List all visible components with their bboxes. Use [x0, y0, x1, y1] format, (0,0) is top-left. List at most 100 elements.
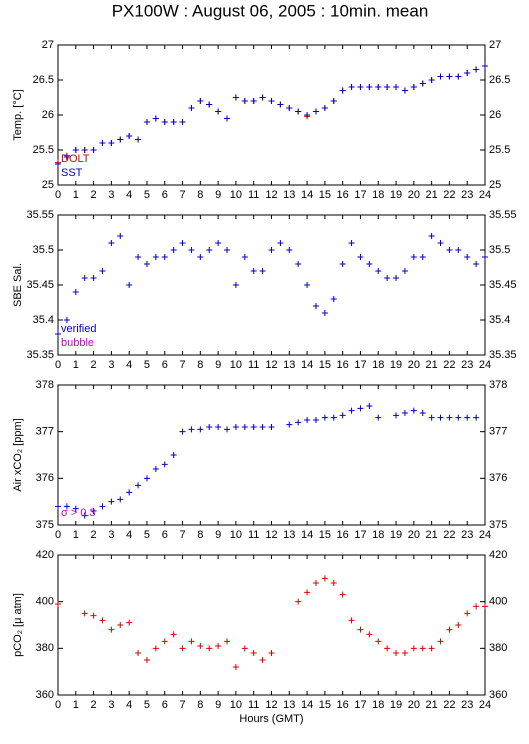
x-tick-label: 10 [230, 189, 242, 201]
y-axis-label: Temp. [°C] [12, 89, 24, 140]
x-tick-label: 9 [215, 359, 221, 371]
data-point [446, 414, 453, 421]
data-point [295, 261, 302, 267]
data-point [224, 115, 231, 122]
data-point [330, 98, 337, 104]
data-point [473, 261, 480, 267]
y-tick-label: 400 [36, 596, 54, 608]
data-point [357, 254, 364, 260]
data-point [197, 98, 204, 104]
data-point [321, 310, 328, 316]
data-point [161, 254, 168, 260]
x-tick-label: 0 [55, 189, 61, 201]
x-tick-label: 14 [301, 699, 313, 711]
y-tick-label: 35.35 [26, 349, 54, 361]
data-point [55, 331, 61, 337]
data-point [241, 254, 248, 260]
data-point [135, 482, 142, 489]
x-tick-label: 24 [479, 359, 491, 371]
data-point [55, 601, 61, 607]
x-axis-label: Hours (GMT) [239, 713, 303, 725]
x-tick-label: 20 [408, 529, 420, 541]
x-tick-label: 15 [319, 529, 331, 541]
y-tick-label: 376 [36, 472, 54, 484]
y2-tick-label: 26 [489, 109, 501, 121]
x-tick-label: 19 [390, 359, 402, 371]
x-tick-label: 8 [197, 699, 203, 711]
legend-label: verified [61, 323, 96, 335]
x-tick-label: 6 [162, 529, 168, 541]
data-point [286, 421, 293, 428]
annotation: bubble [61, 337, 94, 349]
x-tick-label: 21 [426, 699, 438, 711]
x-tick-label: 6 [162, 359, 168, 371]
data-point [428, 233, 435, 239]
data-point [170, 247, 177, 253]
data-point [295, 598, 302, 605]
data-point [304, 112, 311, 118]
x-tick-label: 7 [179, 529, 185, 541]
data-point [135, 136, 142, 143]
data-point [419, 254, 426, 260]
data-point [99, 503, 106, 510]
data-point [401, 410, 408, 416]
x-tick-label: 19 [390, 529, 402, 541]
x-tick-label: 17 [354, 529, 366, 541]
y2-tick-label: 35.55 [489, 209, 517, 221]
data-point [482, 63, 488, 69]
y-tick-label: 35.4 [33, 314, 54, 326]
data-point [437, 414, 444, 421]
x-tick-label: 22 [443, 529, 455, 541]
x-tick-label: 23 [461, 529, 473, 541]
data-point [99, 617, 106, 624]
x-tick-label: 1 [73, 359, 79, 371]
x-tick-label: 24 [479, 699, 491, 711]
data-point [268, 98, 275, 104]
data-point [126, 619, 133, 626]
data-point [428, 77, 435, 83]
x-tick-label: 5 [144, 699, 150, 711]
data-point [482, 254, 488, 260]
data-point [312, 108, 319, 115]
x-tick-label: 15 [319, 189, 331, 201]
x-tick-label: 23 [461, 189, 473, 201]
data-point [126, 489, 133, 496]
y2-tick-label: 360 [489, 689, 507, 701]
data-point [312, 417, 319, 423]
x-tick-label: 13 [283, 529, 295, 541]
y-axis-label: SBE Sal. [12, 263, 24, 307]
data-point [366, 84, 373, 90]
y2-tick-label: 27 [489, 39, 501, 51]
x-tick-label: 21 [426, 359, 438, 371]
data-point [188, 426, 195, 433]
x-tick-label: 5 [144, 529, 150, 541]
y-tick-label: 360 [36, 689, 54, 701]
data-point [446, 73, 453, 80]
x-tick-label: 20 [408, 699, 420, 711]
data-point [152, 466, 159, 472]
data-point [215, 108, 222, 115]
data-point [393, 412, 400, 419]
x-tick-label: 15 [319, 699, 331, 711]
data-point [401, 268, 408, 274]
data-point [170, 631, 177, 638]
data-point [375, 414, 382, 421]
x-tick-label: 22 [443, 189, 455, 201]
x-tick-label: 11 [248, 189, 259, 201]
data-point [81, 610, 88, 617]
data-point [81, 275, 88, 281]
data-point [241, 98, 248, 104]
data-point [393, 650, 400, 656]
x-tick-label: 5 [144, 189, 150, 201]
data-point [401, 87, 408, 94]
data-point [437, 73, 444, 80]
legend-label: SST [61, 167, 83, 179]
x-tick-label: 7 [179, 189, 185, 201]
x-tick-label: 24 [479, 529, 491, 541]
data-point [473, 603, 480, 610]
data-point [117, 496, 124, 503]
x-tick-label: 5 [144, 359, 150, 371]
data-point [339, 591, 346, 598]
data-point [179, 428, 186, 435]
y-tick-label: 380 [36, 642, 54, 654]
